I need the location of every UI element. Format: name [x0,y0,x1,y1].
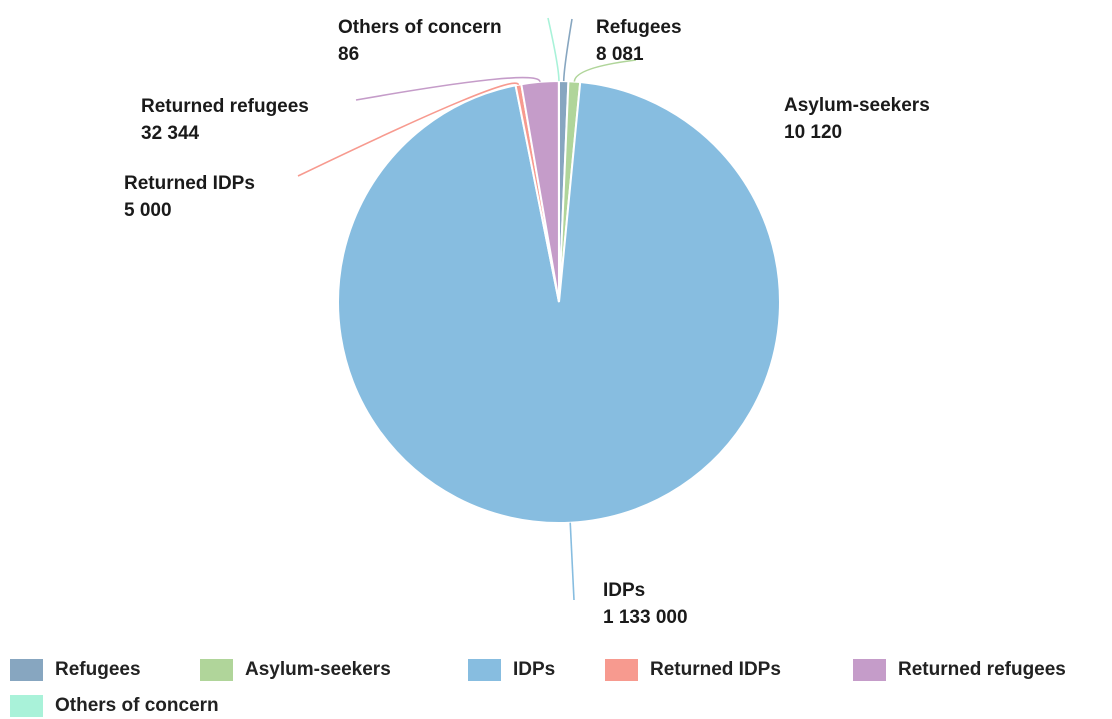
legend-item-returned-refugees[interactable]: Returned refugees [853,657,1066,683]
label-refugees-value: 8 081 [596,44,644,65]
legend-item-asylum-seekers[interactable]: Asylum-seekers [200,657,391,683]
label-idps-value: 1 133 000 [603,607,688,628]
label-returned-idps-value: 5 000 [124,200,172,221]
label-idps-name: IDPs [603,580,645,601]
legend-swatch-returned-idps [605,659,638,681]
leader-line-returned-idps [297,82,520,177]
legend-label-others-of-concern: Others of concern [55,695,219,716]
pie-slices [337,79,781,524]
leader-line-returned-refugees [355,76,541,101]
pie-slice-idps[interactable] [337,80,781,524]
leader-line-refugees [562,18,573,82]
label-others-of-concern-name: Others of concern [338,17,502,38]
legend-swatch-others-of-concern [10,695,43,717]
label-others-of-concern-value: 86 [338,44,359,65]
legend-label-asylum-seekers: Asylum-seekers [245,659,391,680]
legend-swatch-refugees [10,659,43,681]
leader-lines [297,17,637,601]
legend-swatch-returned-refugees [853,659,886,681]
label-returned-idps-name: Returned IDPs [124,173,255,194]
legend-label-returned-refugees: Returned refugees [898,659,1066,680]
leader-line-asylum-seekers [573,59,637,82]
legend-item-returned-idps[interactable]: Returned IDPs [605,657,781,683]
leader-line-idps [569,522,575,601]
legend-swatch-idps [468,659,501,681]
label-asylum-seekers-name: Asylum-seekers [784,95,930,116]
label-returned-refugees-name: Returned refugees [141,96,309,117]
legend-label-idps: IDPs [513,659,556,680]
label-returned-refugees-value: 32 344 [141,123,200,144]
label-asylum-seekers-value: 10 120 [784,122,842,143]
legend-item-refugees[interactable]: Refugees [10,657,141,683]
legend-item-others-of-concern[interactable]: Others of concern [10,693,219,719]
legend-label-refugees: Refugees [55,659,141,680]
slice-labels: Refugees 8 081 Asylum-seekers 10 120 IDP… [124,17,930,628]
legend-label-returned-idps: Returned IDPs [650,659,781,680]
leader-line-others-of-concern [547,17,560,82]
legend-swatch-asylum-seekers [200,659,233,681]
legend-item-idps[interactable]: IDPs [468,657,555,683]
label-refugees-name: Refugees [596,17,682,38]
